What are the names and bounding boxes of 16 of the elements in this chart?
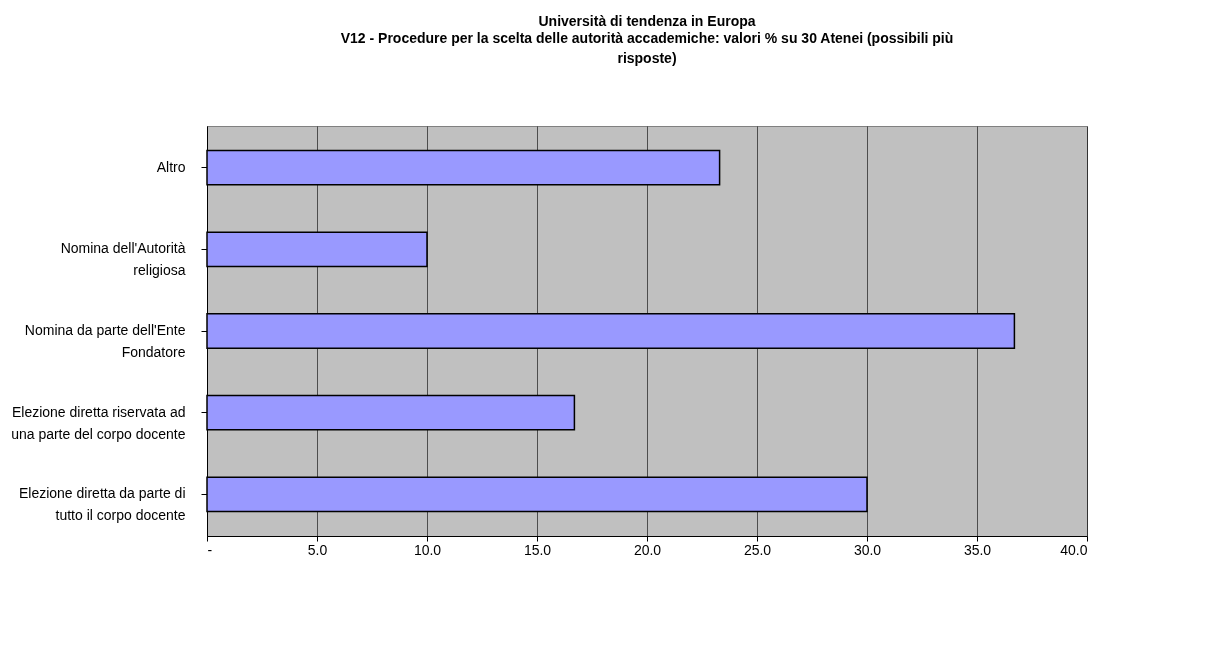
x-tick-label: 10.0 bbox=[413, 541, 442, 558]
x-tick-label: 40.0 bbox=[1060, 541, 1088, 558]
y-tick-label: Elezione diretta riservata ad una parte del corpo docente bbox=[11, 403, 186, 442]
x-tick-label: 20.0 bbox=[633, 541, 662, 558]
x-tick-label: 5.0 bbox=[307, 541, 328, 558]
y-tick-label: Altro bbox=[156, 158, 186, 175]
chart-subtitle: V12 - Procedure per la scelta delle autorità accademiche: valori % su 30 Atenei (possibili più risposte) bbox=[340, 30, 954, 66]
y-tick-label: Elezione diretta da parte di tutto il corpo docente bbox=[18, 485, 186, 524]
x-tick-label: 25.0 bbox=[743, 541, 772, 558]
y-tick-label: Nomina da parte dell'Ente Fondatore bbox=[24, 322, 186, 360]
y-tick-label: Nomina dell'Autorità religiosa bbox=[60, 240, 186, 279]
x-tick-label: 15.0 bbox=[523, 541, 552, 558]
x-tick-label: 35.0 bbox=[963, 541, 992, 558]
x-tick-label: - bbox=[207, 541, 213, 558]
chart-title: Università di tendenza in Europa bbox=[538, 13, 756, 29]
x-tick-label: 30.0 bbox=[853, 541, 882, 558]
